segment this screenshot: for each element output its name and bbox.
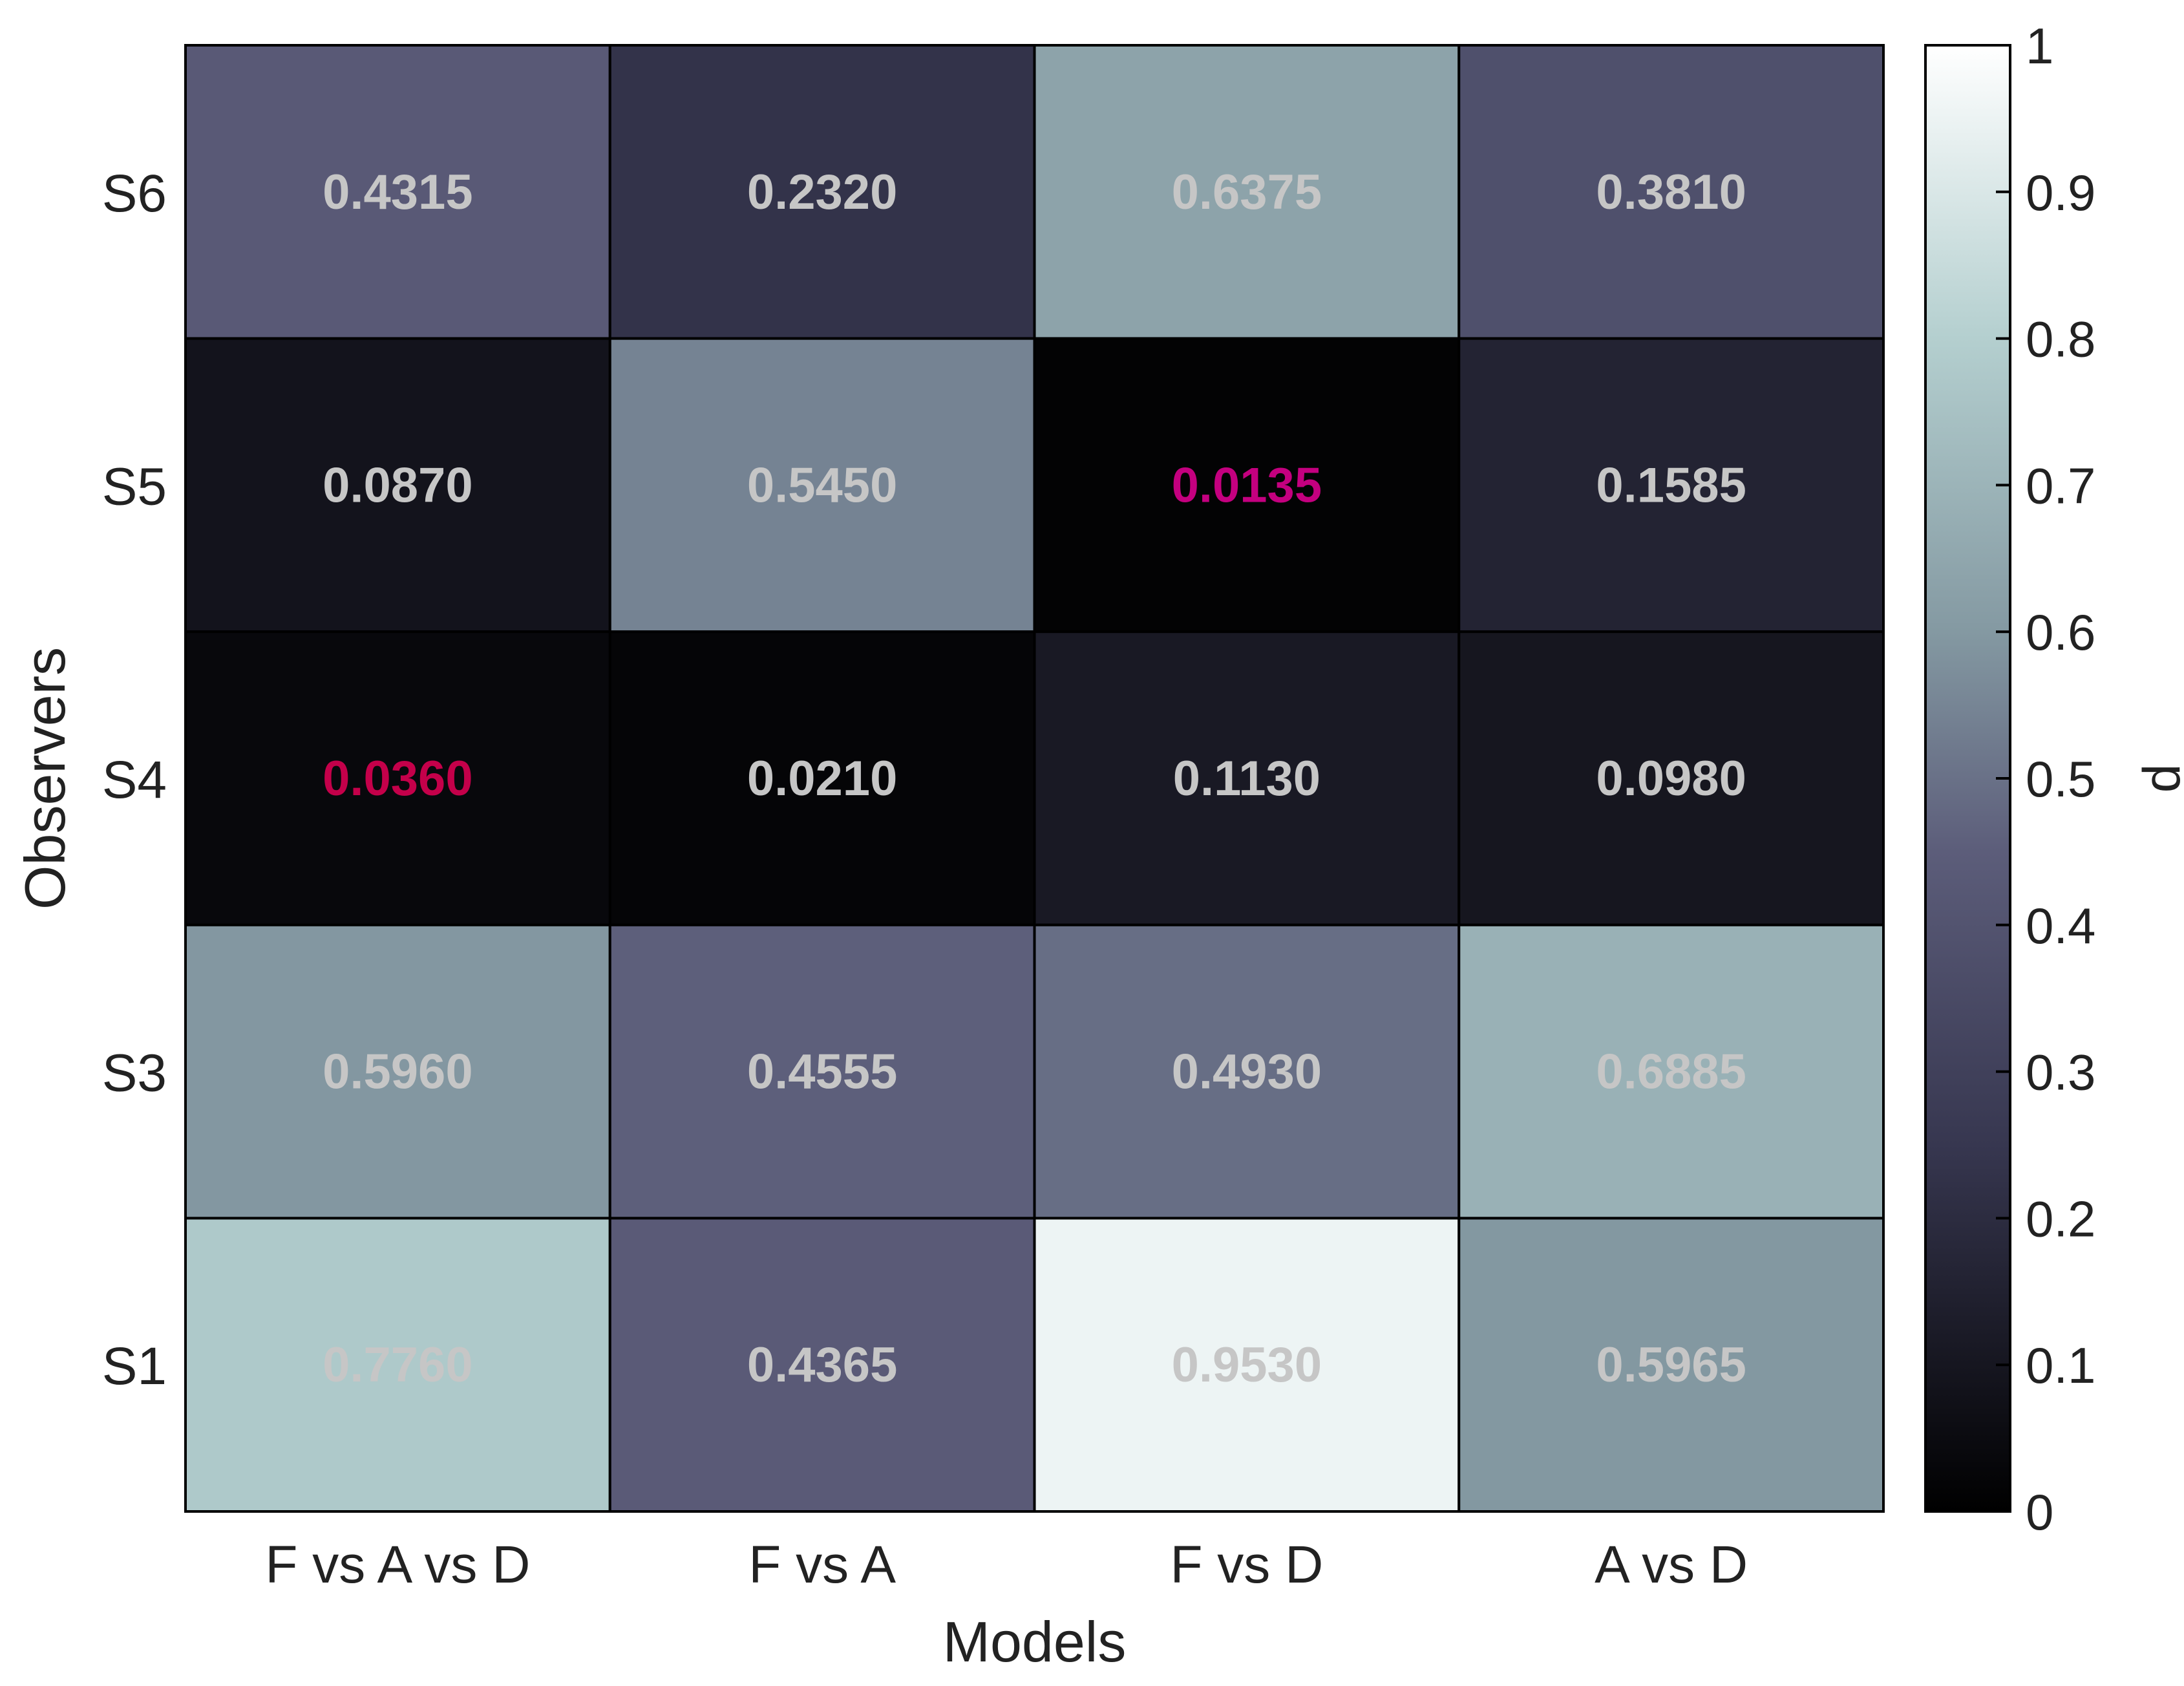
x-tick-label: F vs D [1170, 1535, 1323, 1594]
heatmap-cell [184, 1217, 611, 1513]
plot-area-frame [184, 44, 1885, 1513]
heatmap-cell [608, 630, 1036, 926]
x-tick-label: F vs A vs D [265, 1535, 530, 1594]
heatmap-cell [184, 44, 611, 340]
y-axis-tick-labels: S6 S5 S4 S3 S1 [102, 164, 167, 1396]
cell-value-label: 0.4930 [1172, 1045, 1322, 1100]
colorbar-tick-label: 1 [2026, 17, 2053, 74]
heatmap-cell [1458, 923, 1885, 1220]
colorbar-tick-label: 0 [2026, 1484, 2053, 1541]
cell-value-label: 0.5450 [747, 458, 897, 513]
x-axis-label: Models [943, 1610, 1127, 1674]
cell-value-label: 0.5960 [323, 1045, 472, 1100]
heatmap-cell [184, 337, 611, 634]
heatmap-cell [1458, 1217, 1885, 1513]
cell-value-label: 0.5965 [1596, 1338, 1746, 1393]
colorbar-label: p [2141, 764, 2184, 793]
heatmap-cell [608, 923, 1036, 1220]
x-tick-label: A vs D [1595, 1535, 1748, 1594]
heatmap-cell [608, 44, 1036, 340]
heatmap-cell [1458, 44, 1885, 340]
heatmap-cell [1033, 923, 1461, 1220]
cell-value-label: 0.0135 [1172, 458, 1322, 513]
cell-value-label: 0.4555 [747, 1045, 897, 1100]
heatmap-cell [184, 923, 611, 1220]
cell-value-label: 0.0210 [747, 751, 897, 806]
heatmap-cell [1033, 1217, 1461, 1513]
heatmap-cell [608, 337, 1036, 634]
y-tick-label: S4 [102, 751, 167, 809]
cell-value-label: 0.3810 [1596, 165, 1746, 220]
cell-value-label: 0.7760 [323, 1338, 472, 1393]
cell-value-label: 0.9530 [1172, 1338, 1322, 1393]
colorbar-tick-labels: 0 0.1 0.2 0.3 0.4 0.5 0.6 0.7 0.8 0.9 1 [1996, 17, 2095, 1541]
x-tick-label: F vs A [748, 1535, 896, 1594]
cell-value-label: 0.0980 [1596, 751, 1746, 806]
colorbar-tick-label: 0.1 [2026, 1337, 2095, 1394]
colorbar-tick-label: 0.9 [2026, 164, 2095, 221]
colorbar-tick-label: 0.2 [2026, 1190, 2095, 1247]
heatmap-cells [184, 44, 1885, 1513]
cell-value-label: 0.1130 [1173, 751, 1320, 806]
colorbar-tick-label: 0.4 [2026, 897, 2095, 954]
cell-value-label: 0.0360 [323, 751, 472, 806]
y-axis-label: Observers [13, 647, 77, 910]
cell-value-label: 0.1585 [1596, 458, 1746, 513]
y-tick-label: S6 [102, 164, 167, 223]
cell-value-label: 0.2320 [747, 165, 897, 220]
cell-value-label: 0.6885 [1596, 1045, 1746, 1100]
heatmap-value-labels: 0.4315 0.2320 0.6375 0.3810 0.0870 0.5450 0.01… [323, 165, 1746, 1393]
cell-value-label: 0.4315 [323, 165, 472, 220]
colorbar-tick-label: 0.7 [2026, 457, 2095, 514]
cell-value-label: 0.0870 [323, 458, 472, 513]
y-tick-label: S3 [102, 1044, 167, 1103]
x-axis-tick-labels: F vs A vs D F vs A F vs D A vs D [265, 1535, 1748, 1594]
colorbar-tick-label: 0.8 [2026, 311, 2095, 368]
y-tick-label: S1 [102, 1337, 167, 1396]
colorbar-tick-label: 0.3 [2026, 1044, 2095, 1101]
colorbar-tick-label: 0.6 [2026, 604, 2095, 661]
y-tick-label: S5 [102, 457, 167, 516]
heatmap-cell [608, 1217, 1036, 1513]
colorbar-tick-label: 0.5 [2026, 751, 2095, 807]
heatmap-cell [1458, 337, 1885, 634]
cell-value-label: 0.4365 [747, 1338, 897, 1393]
heatmap-cell [1458, 630, 1885, 926]
cell-value-label: 0.6375 [1172, 165, 1322, 220]
